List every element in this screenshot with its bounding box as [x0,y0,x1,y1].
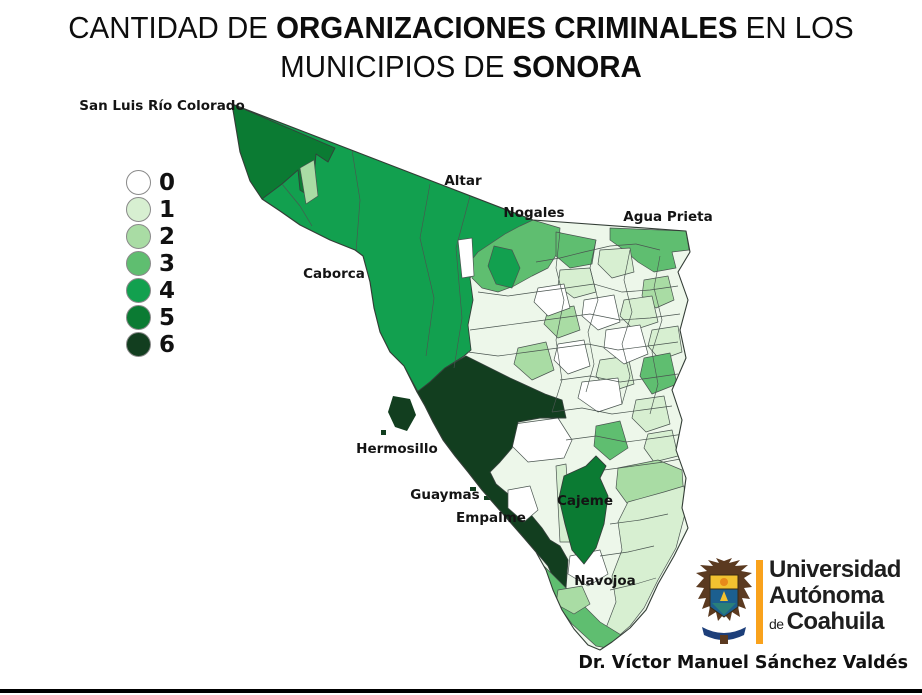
title-text: CANTIDAD DE [68,10,277,45]
title-bold-text: ORGANIZACIONES CRIMINALES [276,10,738,45]
municipality-label: Caborca [303,266,365,282]
title-text: EN LOS [737,10,854,45]
municipality-regions [232,104,690,650]
municipal-borders [559,373,679,383]
university-logo: Universidad Autónoma de Coahuila [694,557,901,649]
legend-swatch [126,305,151,330]
university-name: Universidad Autónoma de Coahuila [769,557,901,637]
municipality-label: Navojoa [574,573,636,589]
municipality-label: Hermosillo [356,441,438,457]
municipal-borders [477,283,679,297]
municipal-borders [599,545,655,557]
municipal-borders [551,405,673,415]
region-cananea [555,231,597,269]
logo-divider-bar [756,560,763,644]
legend-row: 1 [126,196,175,223]
university-name-coahuila: Coahuila [786,608,885,635]
municipality-label: Nogales [503,205,565,221]
bottom-border-line [0,689,922,693]
legend-swatch [126,197,151,222]
university-name-line1: Universidad [769,556,901,583]
legend-row: 6 [126,331,175,358]
islet [381,430,386,435]
region-patch [631,395,671,433]
region-navojoa [567,549,609,587]
municipal-borders [603,457,687,471]
legend-swatch [126,278,151,303]
municipal-borders [551,231,565,413]
region-white [577,377,623,413]
region-white [553,339,591,375]
municipal-borders [469,313,681,331]
region-patch [639,352,678,395]
municipal-borders [585,239,599,393]
islet [470,487,476,491]
legend-row: 5 [126,304,175,331]
region-empalme [507,485,539,523]
university-crest-icon [696,558,752,644]
municipal-borders [453,195,471,369]
author-credit: Dr. Víctor Manuel Sánchez Valdés [578,653,908,673]
municipal-borders [609,577,657,591]
region-patch [513,341,555,381]
legend-row: 3 [126,250,175,277]
municipality-label: Cajeme [556,493,614,509]
region-nogales [487,245,521,289]
municipal-borders [565,433,685,443]
university-name-line3: de Coahuila [769,609,901,637]
region-patch [619,295,659,331]
region-white [603,324,649,365]
municipality-label: Guaymas [410,487,480,503]
region-patch [597,247,635,279]
legend-value: 1 [159,196,176,223]
title-text: MUNICIPIOS DE [280,49,513,84]
legend-swatch [126,251,151,276]
legend-value: 4 [159,277,176,304]
municipal-borders [467,341,679,357]
municipal-borders [419,183,435,357]
municipal-borders [609,513,669,525]
isla-tiburon [388,396,416,431]
university-name-de: de [769,616,784,632]
islet [484,496,490,500]
region-patch [643,429,679,463]
legend-value: 3 [159,250,176,277]
legend-row: 4 [126,277,175,304]
legend-value: 6 [159,331,176,358]
legend-row: 0 [126,169,175,196]
region-cajeme [558,455,609,565]
region-small-notch [299,159,319,205]
legend-swatch [126,224,151,249]
page-title: CANTIDAD DE ORGANIZACIONES CRIMINALES EN… [23,8,899,86]
municipal-borders [649,255,663,415]
legend-value: 5 [159,304,176,331]
region-white-sliver [457,237,475,279]
legend-row: 2 [126,223,175,250]
state-outline [231,103,691,651]
region-patch [593,420,629,461]
legend-swatch [126,170,151,195]
legend-value: 2 [159,223,176,250]
region-patch [557,267,597,299]
legend-value: 0 [159,169,176,196]
title-line-2: MUNICIPIOS DE SONORA [23,47,899,86]
municipality-label: Altar [444,173,482,189]
title-bold-text: SONORA [512,49,642,84]
municipal-borders [281,183,313,227]
municipality-label: Agua Prieta [623,209,713,225]
municipal-borders [535,243,661,263]
municipality-label: Empalme [456,510,526,526]
title-line-1: CANTIDAD DE ORGANIZACIONES CRIMINALES EN… [23,8,899,47]
region-white [533,283,571,317]
municipality-label: San Luis Río Colorado [79,98,245,114]
university-name-line2: Autónoma [769,582,884,609]
legend-swatch [126,332,151,357]
